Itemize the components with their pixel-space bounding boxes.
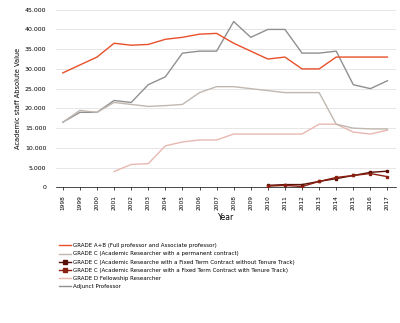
- X-axis label: Year: Year: [218, 213, 234, 222]
- Legend: GRADE A+B (Full professor and Associate professor), GRADE C (Academic Researcher: GRADE A+B (Full professor and Associate …: [59, 244, 295, 289]
- Y-axis label: Academic staff Absolute Value: Academic staff Absolute Value: [15, 48, 21, 149]
